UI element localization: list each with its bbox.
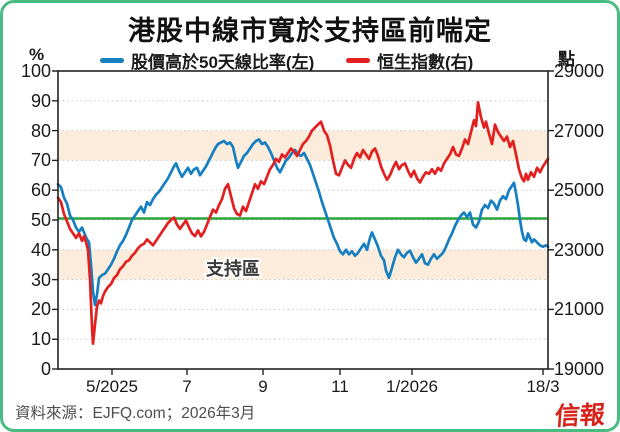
legend-label-hsi: 恒生指數(右) xyxy=(377,53,474,72)
right-tick-label: 21000 xyxy=(554,299,605,320)
left-tick-label: 70 xyxy=(30,150,51,171)
plot-area: 支持區 xyxy=(52,70,554,375)
legend-swatch-breadth-icon xyxy=(100,58,124,63)
right-tick-label: 23000 xyxy=(554,239,605,260)
legend-swatch-hsi-icon xyxy=(346,58,370,63)
left-tick-label: 80 xyxy=(30,120,51,141)
x-tick-label: 11 xyxy=(331,377,349,396)
legend-item-breadth: 股價高於50天線比率(左) xyxy=(100,48,314,73)
left-tick-label: 90 xyxy=(30,90,51,111)
right-axis-unit: 點 xyxy=(558,50,575,69)
left-tick-label: 60 xyxy=(30,180,51,201)
source-note: 資料來源：EJFQ.com；2026年3月 xyxy=(15,405,256,422)
left-tick-label: 10 xyxy=(30,329,51,350)
right-tick-label: 27000 xyxy=(554,120,605,141)
brand-logo: 信報 xyxy=(553,402,606,431)
left-axis-unit: % xyxy=(29,45,45,64)
left-tick-label: 40 xyxy=(30,239,51,260)
x-tick-label: 18/3 xyxy=(526,377,560,396)
right-tick-label: 25000 xyxy=(554,180,605,201)
right-axis-labels: 29000 27000 25000 23000 21000 19000 xyxy=(554,3,617,429)
support-zone-label: 支持區 xyxy=(205,258,260,279)
left-tick-label: 0 xyxy=(40,359,51,379)
chart-title: 港股中線市寬於支持區前喘定 xyxy=(128,16,492,46)
left-tick-label: 30 xyxy=(30,269,51,290)
hsi-line xyxy=(56,100,550,346)
left-tick-label: 100 xyxy=(20,61,51,81)
right-tick-label: 29000 xyxy=(554,61,605,81)
breadth-line xyxy=(56,138,550,307)
support-band xyxy=(58,249,548,280)
x-tick-label: 5/2025 xyxy=(86,377,138,396)
x-tick-label: 9 xyxy=(258,377,268,396)
legend-item-hsi: 恒生指數(右) xyxy=(346,48,473,73)
left-tick-label: 20 xyxy=(30,299,51,320)
right-tick-label: 19000 xyxy=(554,359,605,379)
x-tick-label: 7 xyxy=(182,377,192,396)
left-tick-label: 50 xyxy=(30,210,51,230)
left-axis-labels: 100 90 80 70 60 50 40 30 20 10 0 xyxy=(3,3,51,429)
x-tick-label: 1/2026 xyxy=(386,377,438,396)
legend-label-breadth: 股價高於50天線比率(左) xyxy=(131,53,315,72)
